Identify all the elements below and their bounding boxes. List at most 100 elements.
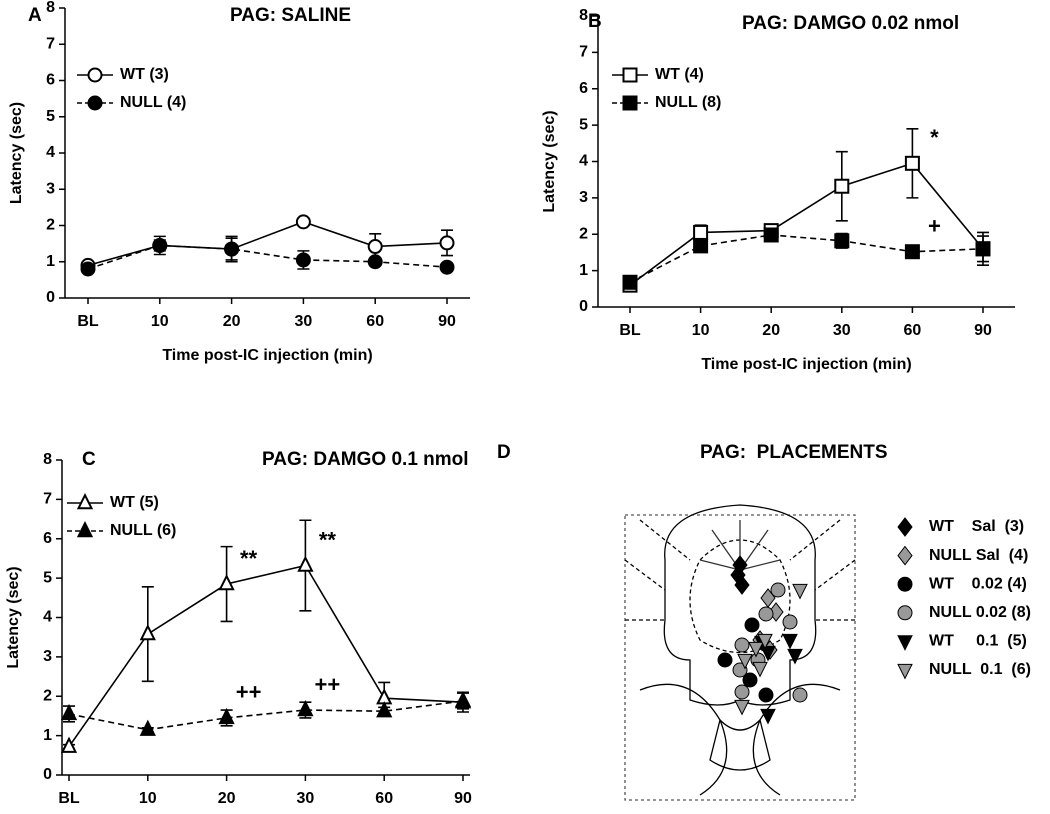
legend-label: WT (5) bbox=[110, 494, 159, 511]
placement-marker bbox=[734, 575, 750, 595]
placement-marker bbox=[782, 614, 798, 630]
legend-marker bbox=[622, 67, 638, 83]
panel-label: C bbox=[82, 449, 96, 470]
legend-label: NULL 0.1 (6) bbox=[929, 661, 1031, 678]
y-tick-label: 3 bbox=[43, 648, 52, 665]
y-tick-label: 5 bbox=[43, 569, 52, 586]
legend-marker bbox=[897, 663, 913, 680]
y-axis-title: Latency (sec) bbox=[5, 566, 22, 668]
annotation: * bbox=[930, 125, 939, 150]
placement-marker bbox=[792, 687, 808, 703]
series-line bbox=[68, 564, 464, 748]
legend-marker bbox=[87, 67, 103, 83]
y-tick-label: 7 bbox=[46, 35, 55, 52]
y-tick-label: 6 bbox=[46, 72, 55, 89]
chart-title: PAG: PLACEMENTS bbox=[700, 442, 888, 463]
y-tick-label: 6 bbox=[579, 80, 588, 97]
x-tick-label: 90 bbox=[454, 790, 472, 807]
annotation: ++ bbox=[236, 680, 262, 705]
x-tick-label: BL bbox=[58, 790, 80, 807]
data-point bbox=[295, 252, 311, 268]
y-tick-label: 7 bbox=[43, 491, 52, 508]
data-point bbox=[693, 238, 709, 254]
legend-label: NULL (6) bbox=[110, 522, 176, 539]
y-tick-label: 1 bbox=[579, 262, 588, 279]
x-tick-label: 10 bbox=[139, 790, 157, 807]
y-axis-title: Latency (sec) bbox=[8, 102, 25, 204]
legend-marker bbox=[897, 605, 913, 621]
y-tick-label: 5 bbox=[579, 116, 588, 133]
data-point bbox=[297, 555, 314, 572]
placement-marker bbox=[757, 633, 773, 650]
legend-label: NULL (4) bbox=[120, 94, 186, 111]
data-point bbox=[60, 703, 78, 721]
placement-marker bbox=[760, 645, 776, 662]
legend-marker bbox=[897, 545, 913, 566]
placement-marker bbox=[717, 652, 733, 668]
y-tick-label: 8 bbox=[579, 7, 588, 24]
data-point bbox=[376, 701, 393, 718]
annotation: + bbox=[928, 214, 941, 239]
x-tick-label: BL bbox=[77, 313, 99, 330]
data-point bbox=[904, 244, 920, 260]
x-tick-label: 90 bbox=[974, 322, 992, 339]
x-tick-label: 20 bbox=[762, 322, 780, 339]
y-tick-label: 2 bbox=[46, 217, 55, 234]
series-line bbox=[87, 244, 448, 270]
legend-marker bbox=[76, 520, 94, 538]
x-axis-title: Time post-IC injection (min) bbox=[701, 356, 911, 373]
x-tick-label: BL bbox=[619, 322, 641, 339]
placement-marker bbox=[770, 582, 786, 598]
chart-title: PAG: DAMGO 0.1 nmol bbox=[262, 449, 469, 470]
series-line bbox=[87, 221, 448, 267]
panel-label: A bbox=[28, 5, 42, 26]
data-point bbox=[224, 241, 240, 257]
placement-marker bbox=[758, 606, 774, 622]
y-tick-label: 3 bbox=[46, 180, 55, 197]
placement-marker bbox=[744, 617, 760, 633]
y-tick-label: 8 bbox=[43, 451, 52, 468]
y-tick-label: 3 bbox=[579, 189, 588, 206]
data-point bbox=[975, 241, 991, 257]
x-tick-label: 10 bbox=[692, 322, 710, 339]
legend-label: WT 0.1 (5) bbox=[929, 633, 1027, 650]
y-tick-label: 4 bbox=[579, 153, 588, 170]
x-tick-label: 60 bbox=[366, 313, 384, 330]
legend-label: WT (4) bbox=[655, 66, 704, 83]
data-point bbox=[139, 624, 156, 641]
legend-label: WT 0.02 (4) bbox=[929, 575, 1027, 592]
legend-label: WT Sal (3) bbox=[929, 518, 1024, 535]
x-tick-label: 10 bbox=[151, 313, 169, 330]
data-point bbox=[439, 235, 455, 251]
data-point bbox=[693, 224, 709, 240]
x-tick-label: 30 bbox=[295, 313, 313, 330]
y-tick-label: 5 bbox=[46, 108, 55, 125]
data-point bbox=[60, 736, 78, 753]
y-tick-label: 0 bbox=[46, 289, 55, 306]
x-tick-label: 30 bbox=[297, 790, 315, 807]
panel-label: B bbox=[588, 11, 602, 32]
annotation: ** bbox=[319, 527, 337, 552]
y-tick-label: 0 bbox=[43, 766, 52, 783]
legend-marker bbox=[897, 635, 913, 651]
x-tick-label: 60 bbox=[904, 322, 922, 339]
data-point bbox=[763, 227, 779, 243]
placement-marker bbox=[737, 653, 753, 670]
placement-marker bbox=[787, 648, 803, 665]
legend-label: NULL 0.02 (8) bbox=[929, 604, 1031, 621]
data-point bbox=[622, 274, 638, 290]
chart-title: PAG: DAMGO 0.02 nmol bbox=[742, 13, 959, 34]
data-point bbox=[80, 261, 96, 277]
chart-title: PAG: SALINE bbox=[230, 5, 351, 26]
legend-marker bbox=[76, 492, 94, 510]
data-point bbox=[454, 690, 472, 708]
y-tick-label: 8 bbox=[46, 0, 55, 16]
x-tick-label: 20 bbox=[223, 313, 241, 330]
placement-marker bbox=[752, 661, 768, 678]
y-tick-label: 2 bbox=[43, 687, 52, 704]
panel-label: D bbox=[497, 442, 511, 463]
placement-marker bbox=[734, 699, 750, 716]
y-tick-label: 4 bbox=[46, 144, 55, 161]
series-line bbox=[68, 700, 464, 731]
